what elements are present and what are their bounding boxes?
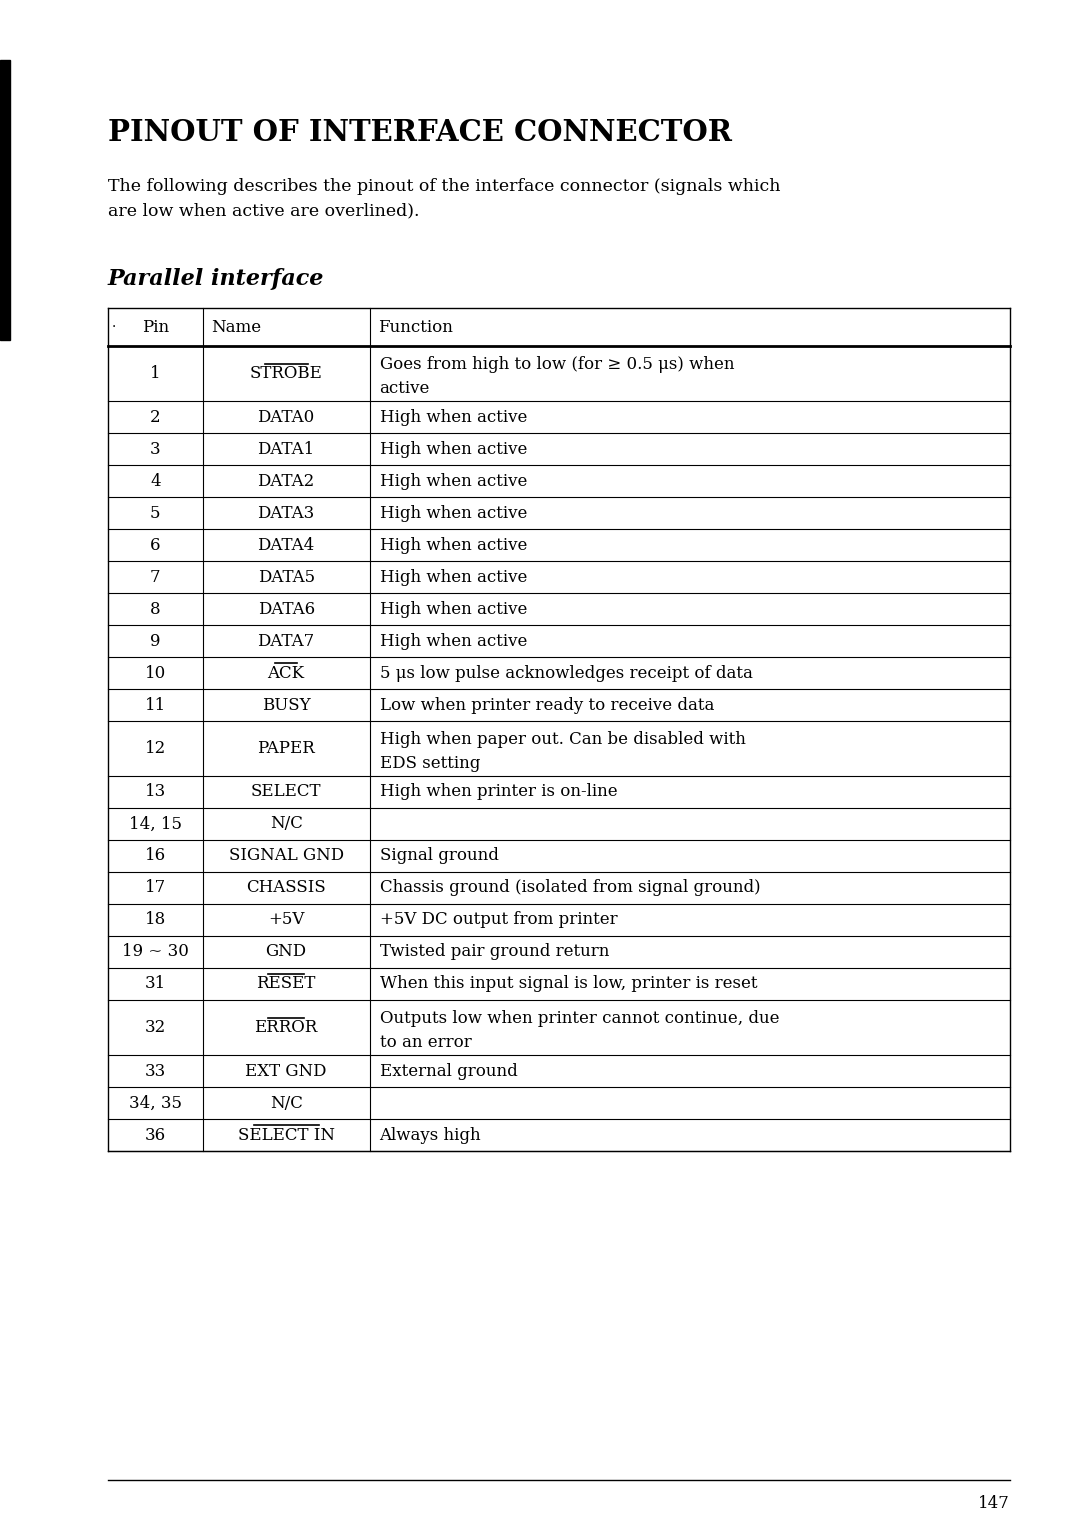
Text: BUSY: BUSY [261,696,310,713]
Text: High when active: High when active [379,504,527,521]
Text: High when active: High when active [379,472,527,489]
Bar [0,60,10,340]
Text: High when active: High when active [379,633,527,650]
Text: 2: 2 [150,408,161,426]
Text: Goes from high to low (for ≥ 0.5 μs) when
active: Goes from high to low (for ≥ 0.5 μs) whe… [379,356,734,397]
Text: DATA2: DATA2 [257,472,314,489]
Text: 10: 10 [145,664,166,682]
Text: 12: 12 [145,740,166,757]
Text: Twisted pair ground return: Twisted pair ground return [379,943,609,961]
Text: EXT GND: EXT GND [245,1062,327,1079]
Text: ·: · [112,320,117,334]
Text: High when active: High when active [379,537,527,553]
Text: +5V: +5V [268,912,305,929]
Text: Pin: Pin [141,319,168,336]
Text: 14, 15: 14, 15 [129,816,181,832]
Text: DATA1: DATA1 [257,440,314,457]
Text: GND: GND [266,943,307,961]
Text: DATA0: DATA0 [257,408,314,426]
Text: SIGNAL GND: SIGNAL GND [229,848,343,865]
Text: STROBE: STROBE [249,365,323,382]
Text: 5 μs low pulse acknowledges receipt of data: 5 μs low pulse acknowledges receipt of d… [379,664,753,682]
Text: High when active: High when active [379,601,527,618]
Text: 147: 147 [978,1495,1010,1512]
Text: DATA3: DATA3 [257,504,314,521]
Text: 8: 8 [150,601,161,618]
Text: CHASSIS: CHASSIS [246,880,326,897]
Text: High when active: High when active [379,408,527,426]
Text: Signal ground: Signal ground [379,848,499,865]
Text: 18: 18 [145,912,166,929]
Text: 13: 13 [145,783,166,800]
Text: ERROR: ERROR [255,1019,318,1036]
Text: When this input signal is low, printer is reset: When this input signal is low, printer i… [379,975,757,992]
Text: Chassis ground (isolated from signal ground): Chassis ground (isolated from signal gro… [379,880,760,897]
Text: The following describes the pinout of the interface connector (signals which
are: The following describes the pinout of th… [108,178,781,219]
Text: 33: 33 [145,1062,166,1079]
Text: Name: Name [211,319,261,336]
Text: 4: 4 [150,472,161,489]
Text: Outputs low when printer cannot continue, due
to an error: Outputs low when printer cannot continue… [379,1010,779,1052]
Text: PAPER: PAPER [257,740,315,757]
Text: PINOUT OF INTERFACE CONNECTOR: PINOUT OF INTERFACE CONNECTOR [108,118,732,147]
Text: DATA6: DATA6 [258,601,314,618]
Text: 16: 16 [145,848,166,865]
Text: Function: Function [378,319,453,336]
Text: 11: 11 [145,696,166,713]
Text: 32: 32 [145,1019,166,1036]
Text: RESET: RESET [256,975,315,992]
Text: High when active: High when active [379,440,527,457]
Text: 1: 1 [150,365,161,382]
Text: External ground: External ground [379,1062,517,1079]
Text: 5: 5 [150,504,161,521]
Text: DATA5: DATA5 [258,569,314,586]
Text: High when active: High when active [379,569,527,586]
Text: Low when printer ready to receive data: Low when printer ready to receive data [379,696,714,713]
Text: 9: 9 [150,633,161,650]
Text: Parallel interface: Parallel interface [108,268,324,290]
Text: 19 ~ 30: 19 ~ 30 [122,943,189,961]
Text: Always high: Always high [379,1127,482,1144]
Text: High when paper out. Can be disabled with
EDS setting: High when paper out. Can be disabled wit… [379,731,745,773]
Text: SELECT IN: SELECT IN [238,1127,335,1144]
Text: High when printer is on-line: High when printer is on-line [379,783,617,800]
Text: 7: 7 [150,569,161,586]
Text: +5V DC output from printer: +5V DC output from printer [379,912,617,929]
Text: 34, 35: 34, 35 [129,1095,181,1111]
Text: DATA4: DATA4 [257,537,314,553]
Text: 3: 3 [150,440,161,457]
Text: N/C: N/C [270,1095,302,1111]
Text: DATA7: DATA7 [257,633,314,650]
Text: SELECT: SELECT [251,783,322,800]
Text: 31: 31 [145,975,166,992]
Text: ACK: ACK [268,664,305,682]
Text: 17: 17 [145,880,166,897]
Text: 36: 36 [145,1127,166,1144]
Text: 6: 6 [150,537,161,553]
Text: N/C: N/C [270,816,302,832]
